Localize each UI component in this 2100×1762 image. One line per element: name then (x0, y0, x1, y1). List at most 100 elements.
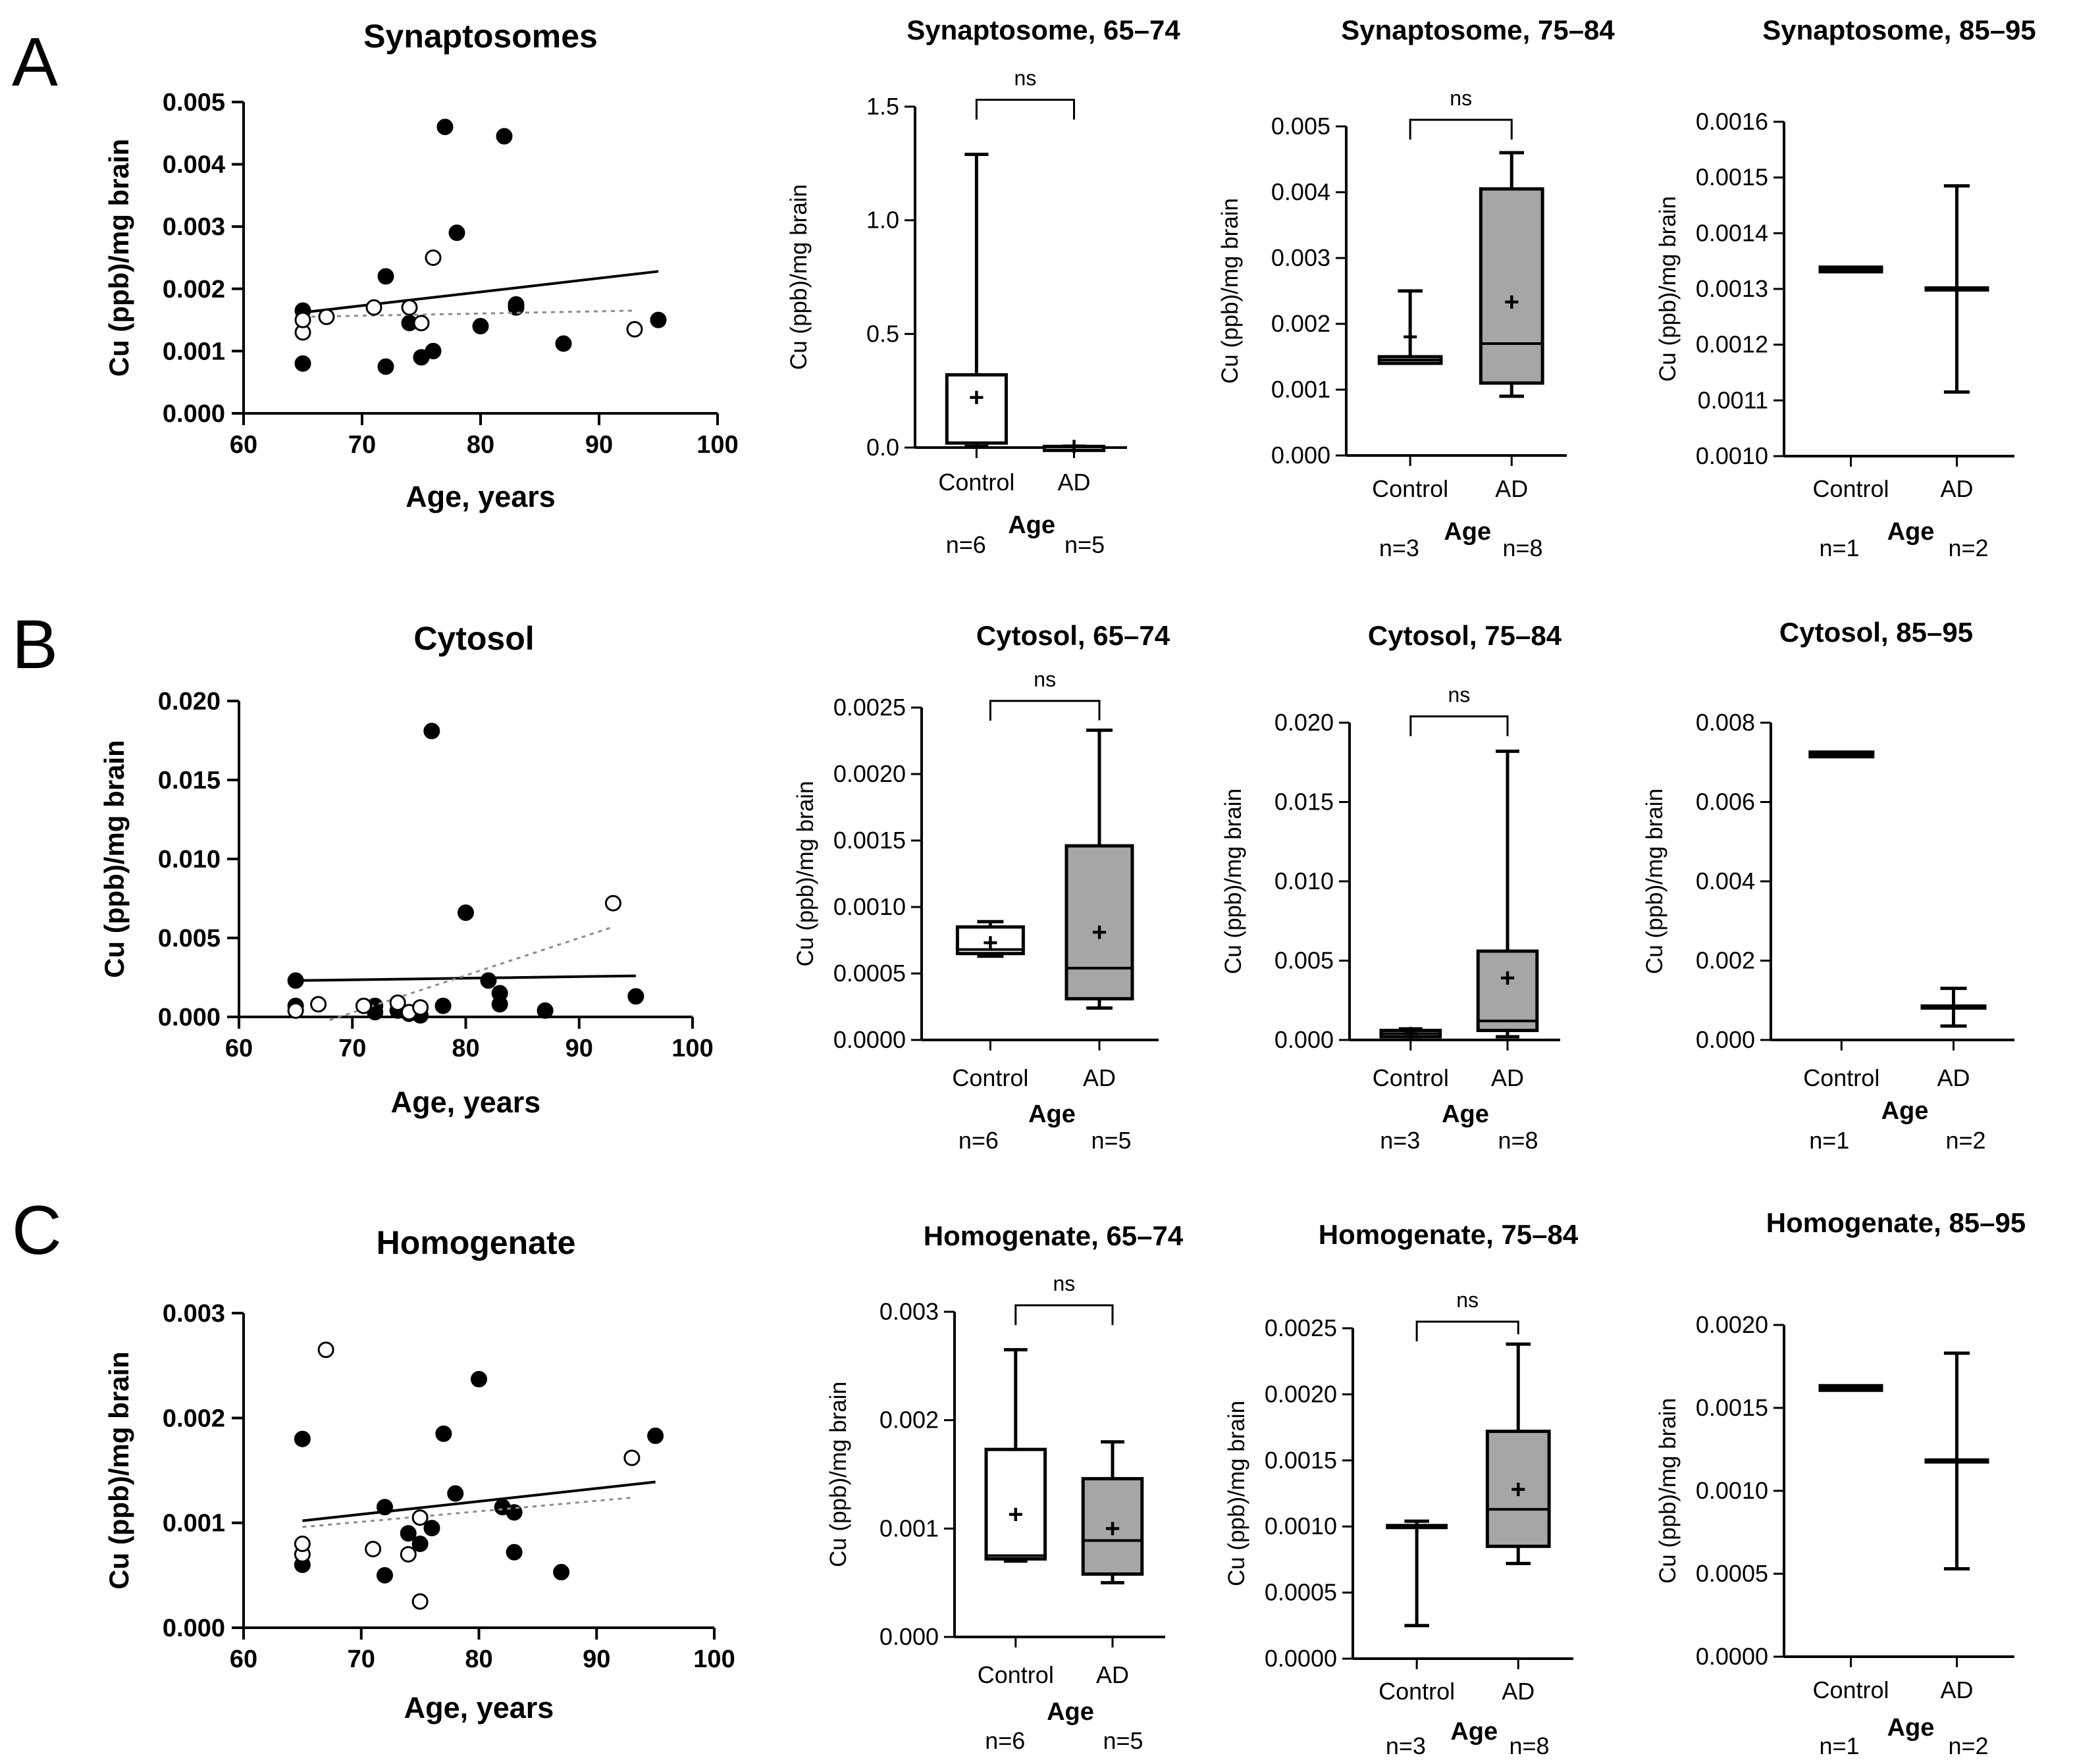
mean-marker: + (1008, 1500, 1023, 1529)
y-tick-label: 0.0000 (833, 1026, 906, 1053)
y-tick-label: 0.0012 (1696, 331, 1768, 358)
y-axis-label: Cu (ppb)/mg brain (1224, 1401, 1249, 1586)
chart-title: Synaptosome, 85–95 (1762, 14, 2036, 45)
y-tick-label: 0.004 (1271, 178, 1330, 205)
y-tick-label: 0.001 (879, 1515, 939, 1542)
fit-line-ad (302, 270, 659, 314)
fit-line-ad (302, 1480, 656, 1522)
mean-marker: + (1504, 288, 1519, 317)
data-point-ad (294, 1430, 311, 1447)
chart-11: Homogenate, 85–95 0.0000 0.0005 0.0010 0.001… (1655, 1207, 2026, 1759)
category-label-control: Control (1378, 1678, 1455, 1705)
mean-marker: + (983, 929, 998, 958)
n-label: n=6 (958, 1127, 999, 1154)
data-point-control (604, 894, 621, 912)
data-point-ad (555, 335, 572, 352)
significance-bracket: ns (1409, 683, 1509, 737)
panel-letter-a: A (12, 24, 58, 101)
box-iqr (1081, 1477, 1144, 1576)
y-tick-label: 0.002 (163, 276, 225, 303)
n-label: n=8 (1509, 1732, 1549, 1759)
category-label-control: Control (1812, 475, 1889, 502)
y-tick-label: 0.003 (879, 1298, 939, 1325)
fit-line-ad (296, 974, 636, 982)
bracket-line (1014, 1304, 1114, 1326)
data-point-ad (496, 128, 513, 145)
box-median-bar (1818, 1384, 1883, 1392)
category-label-control: Control (938, 469, 1014, 496)
box-ad (1920, 987, 1987, 1028)
y-tick-label: 1.0 (866, 207, 899, 234)
x-tick-label: 90 (583, 1645, 610, 1673)
x-axis-label: Age, years (391, 1085, 541, 1119)
chart-title: Synaptosomes (363, 18, 598, 55)
y-tick-label: 0.0000 (1696, 1643, 1768, 1670)
chart-title: Cytosol, 85–95 (1779, 617, 1973, 648)
significance-label: ns (1034, 667, 1056, 691)
y-axis-label: Cu (ppb)/mg brain (1642, 789, 1667, 974)
mean-marker: + (1500, 964, 1515, 993)
fit-line-control (302, 309, 635, 318)
y-tick-label: 0.0010 (1696, 442, 1768, 469)
y-tick-label: 0.005 (1274, 947, 1334, 974)
data-point-ad (472, 318, 489, 335)
significance-label: ns (1456, 1288, 1479, 1312)
significance-label: ns (1448, 683, 1471, 706)
chart-9: Homogenate, 65–74 0.000 0.001 0.002 0.003 Con… (826, 1220, 1184, 1754)
box-ad: + (1485, 1342, 1551, 1565)
n-label: n=5 (1064, 531, 1105, 558)
box-control: + (1377, 289, 1443, 365)
chart-title: Cytosol, 75–84 (1368, 620, 1562, 651)
data-point-control (411, 1593, 429, 1610)
y-tick-label: 0.0010 (1265, 1513, 1337, 1540)
y-tick-label: 0.0015 (1696, 1394, 1768, 1421)
data-point-ad (506, 1543, 523, 1561)
y-tick-label: 0.0025 (1265, 1314, 1337, 1341)
data-point-ad (491, 996, 508, 1013)
y-tick-label: 0.006 (1696, 789, 1755, 816)
box-control: + (945, 153, 1008, 448)
x-tick-label: 70 (348, 431, 376, 459)
y-axis-label: Cu (ppb)/mg brain (786, 184, 812, 370)
x-tick-label: 80 (452, 1035, 479, 1062)
data-point-ad (435, 1425, 452, 1442)
data-point-ad (627, 988, 644, 1005)
data-point-control (413, 315, 430, 332)
x-axis-label: Age (1028, 1101, 1076, 1128)
x-axis-label: Age (1881, 1097, 1929, 1125)
y-tick-label: 0.0 (866, 434, 899, 461)
y-tick-label: 0.000 (1696, 1026, 1755, 1053)
y-tick-label: 0.0020 (1265, 1380, 1337, 1407)
box-ad: + (1081, 1440, 1144, 1585)
n-label: n=2 (1945, 1127, 1985, 1154)
mean-marker: + (1511, 1475, 1526, 1504)
box-ad: + (1064, 728, 1134, 1010)
panel-letter-c: C (12, 1192, 62, 1269)
y-tick-label: 0.0016 (1696, 108, 1768, 135)
chart-title: Homogenate, 65–74 (924, 1220, 1184, 1251)
data-point-control (317, 1341, 334, 1359)
y-tick-label: 0.010 (158, 846, 221, 873)
y-tick-label: 0.0011 (1698, 386, 1768, 413)
category-label-ad: AD (1491, 1064, 1524, 1091)
box-ad: + (1476, 749, 1539, 1039)
data-point-ad (423, 723, 440, 740)
data-point-ad (377, 1499, 393, 1516)
box-ad (1924, 184, 1989, 394)
x-tick-label: 60 (230, 1645, 257, 1673)
y-tick-label: 0.020 (158, 688, 221, 715)
x-tick-label: 60 (230, 431, 257, 459)
mean-marker: + (1105, 1514, 1120, 1543)
bracket-line (1409, 715, 1509, 737)
category-label-ad: AD (1940, 1676, 1973, 1703)
y-tick-label: 0.000 (1271, 442, 1330, 469)
n-label: n=3 (1379, 534, 1419, 561)
chart-title: Homogenate, 75–84 (1319, 1219, 1579, 1250)
chart-5: Cytosol, 65–74 0.0000 0.0005 0.0010 0.0015 0.… (793, 620, 1170, 1154)
box-iqr (984, 1447, 1047, 1561)
y-tick-label: 0.0005 (833, 960, 906, 987)
data-point-ad (377, 268, 394, 285)
y-tick-label: 0.015 (158, 767, 221, 794)
data-point-ad (377, 1567, 393, 1584)
bracket-line (1415, 1320, 1519, 1341)
